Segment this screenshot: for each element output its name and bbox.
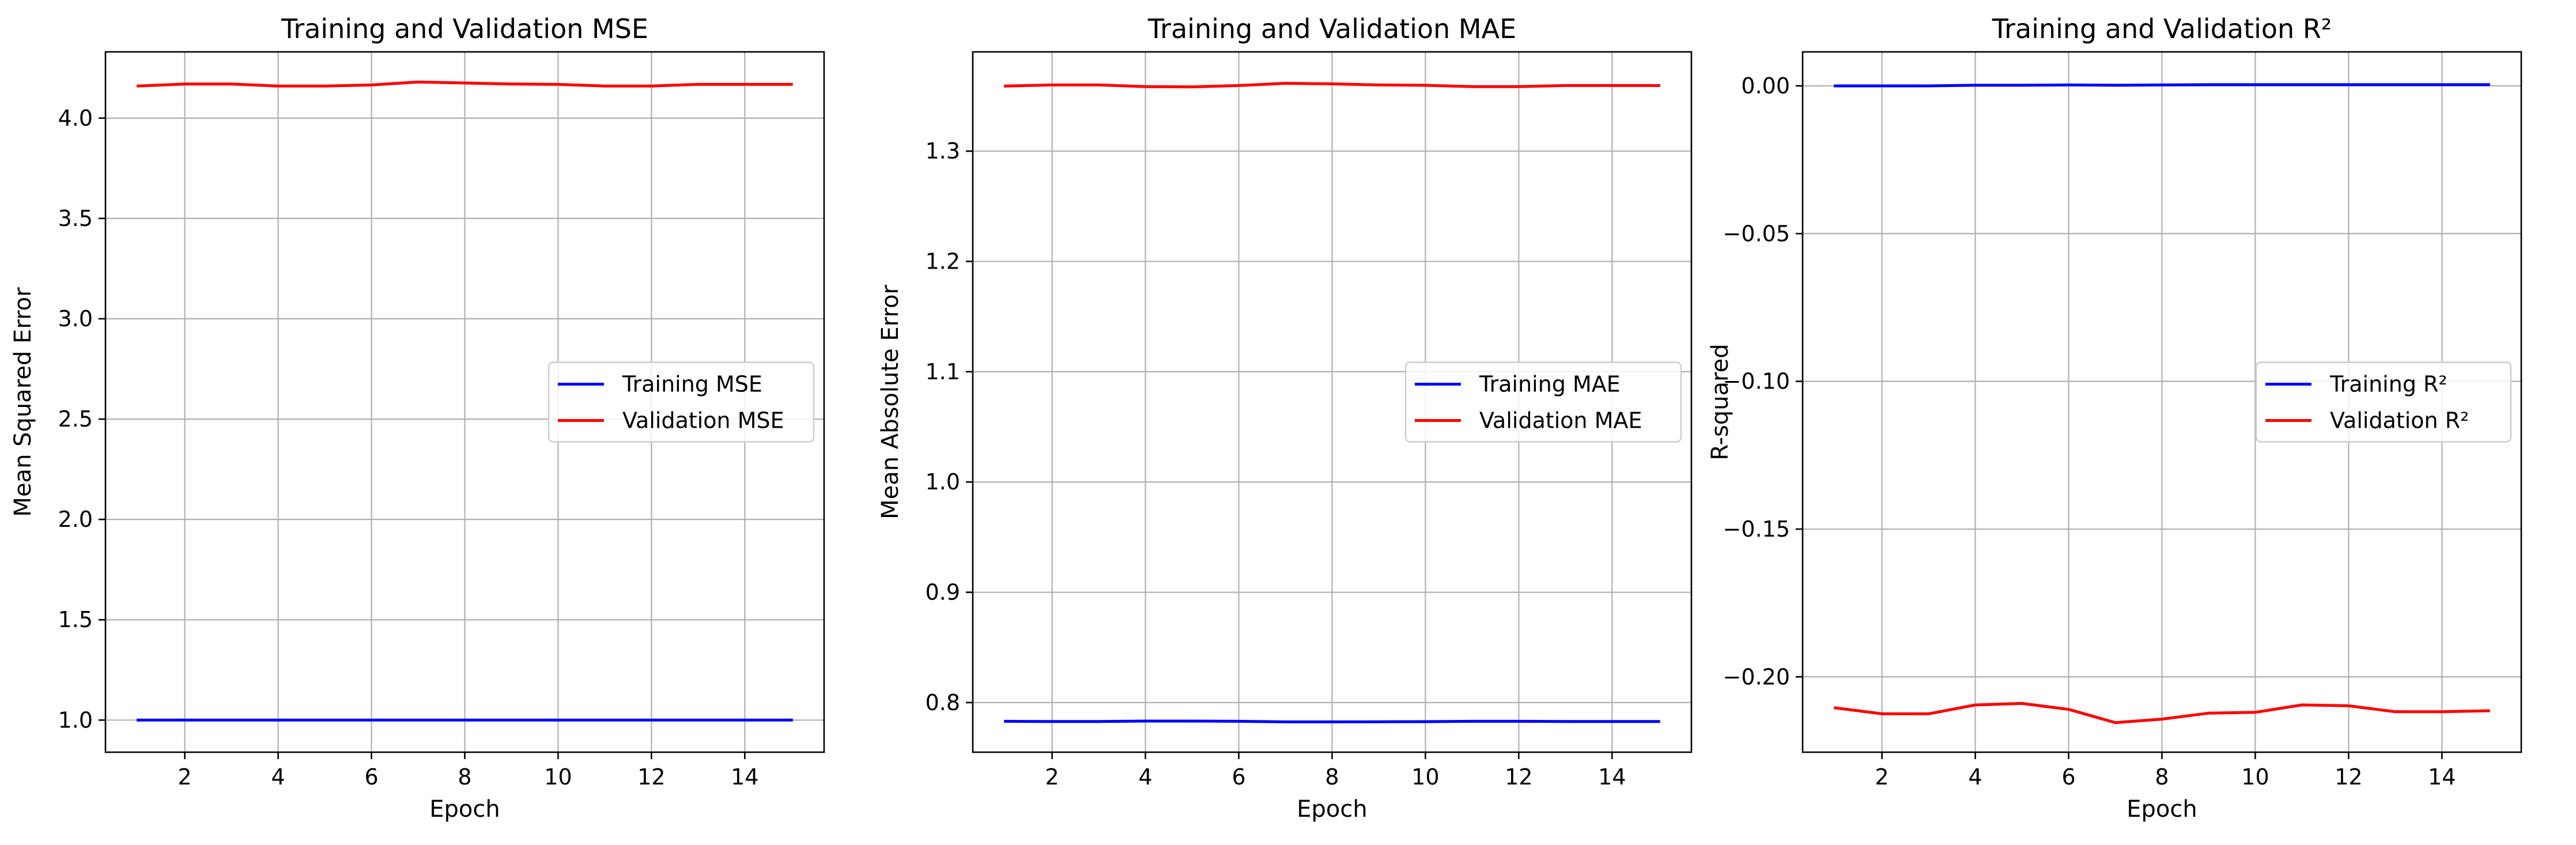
y-tick-label: 2.5 [58, 406, 93, 432]
legend-entry-validation-mae: Validation MAE [1479, 408, 1642, 433]
legend-entry-training-mae: Training MAE [1479, 372, 1621, 397]
y-tick-label: −0.10 [1723, 369, 1790, 394]
x-tick-label: 6 [1232, 764, 1245, 790]
legend-box [1404, 361, 1682, 443]
legend-entry-validation-r: Validation R² [2330, 408, 2469, 433]
series-line-validation-mse [137, 80, 793, 88]
y-tick-label: 3.5 [58, 206, 93, 231]
legend: Training R² Validation R² [2255, 361, 2512, 443]
y-tick-label: 2.0 [58, 507, 93, 532]
y-tick-label: 4.0 [58, 105, 93, 131]
legend: Training MSE Validation MSE [547, 361, 815, 443]
x-axis-label: Epoch [429, 796, 500, 823]
x-tick-label: 4 [271, 764, 285, 790]
y-tick-label: 0.9 [926, 580, 960, 605]
y-tick-label: 1.1 [926, 359, 960, 384]
series-line-training-r [1834, 83, 2490, 88]
chart-title: Training and Validation R² [1992, 13, 2332, 44]
chart-panel-1: 2 4 6 8 10 12 14 1.0 1.5 2.0 2.5 3.0 3.5 4.0 Training … [10, 13, 825, 823]
legend-entry-training-mse: Training MSE [622, 372, 762, 397]
x-tick-label: 4 [1969, 764, 1982, 790]
x-tick-label: 6 [364, 764, 378, 790]
x-tick-label: 2 [1045, 764, 1059, 790]
y-tick-label: 1.0 [926, 469, 960, 495]
y-tick-label: 0.00 [1741, 73, 1790, 99]
x-axis-label: Epoch [2126, 796, 2197, 823]
x-tick-label: 2 [178, 764, 192, 790]
series-line-validation-mae [1004, 82, 1660, 89]
x-tick-label: 8 [2155, 764, 2169, 790]
legend-box [2255, 361, 2512, 443]
legend-entry-training-r: Training R² [2329, 372, 2447, 397]
x-tick-label: 10 [2241, 764, 2269, 790]
chart-panel-2: 2 4 6 8 10 12 14 0.8 0.9 1.0 1.1 1.2 1.3 Training and… [877, 13, 1693, 823]
x-tick-label: 14 [1598, 764, 1626, 790]
chart-title: Training and Validation MAE [1147, 13, 1516, 44]
chart-title: Training and Validation MSE [281, 13, 648, 44]
y-tick-label: 0.8 [926, 690, 960, 715]
x-tick-label: 14 [731, 764, 758, 790]
y-tick-label: 3.0 [58, 306, 93, 331]
y-axis-label: Mean Absolute Error [877, 285, 904, 519]
y-tick-label: 1.0 [58, 707, 93, 733]
x-tick-label: 12 [2335, 764, 2362, 790]
y-tick-label: 1.5 [58, 607, 93, 632]
y-axis-label: Mean Squared Error [10, 287, 36, 517]
y-tick-label: −0.20 [1723, 664, 1790, 689]
y-tick-label: 1.3 [926, 138, 960, 164]
y-tick-label: −0.05 [1723, 221, 1790, 246]
y-tick-label: 1.2 [926, 249, 960, 274]
x-tick-label: 10 [1411, 764, 1439, 790]
chart-panel-3: 2 4 6 8 10 12 14 0.00 −0.05 −0.10 −0.15 −0.20 Traini… [1707, 13, 2522, 823]
x-tick-label: 8 [458, 764, 471, 790]
x-tick-label: 10 [544, 764, 572, 790]
legend-entry-validation-mse: Validation MSE [622, 408, 784, 433]
y-axis-label: R-squared [1707, 344, 1733, 460]
x-tick-label: 14 [2428, 764, 2456, 790]
x-tick-label: 8 [1325, 764, 1339, 790]
series-line-training-mae [1004, 719, 1660, 723]
x-tick-label: 4 [1139, 764, 1153, 790]
x-axis-label: Epoch [1297, 796, 1367, 823]
y-tick-label: −0.15 [1723, 516, 1790, 542]
x-tick-label: 12 [1505, 764, 1532, 790]
x-tick-label: 6 [2061, 764, 2075, 790]
series-line-validation-r [1833, 701, 2490, 725]
x-tick-label: 12 [637, 764, 665, 790]
x-tick-label: 2 [1875, 764, 1889, 790]
legend-box [547, 361, 815, 443]
legend: Training MAE Validation MAE [1404, 361, 1682, 443]
